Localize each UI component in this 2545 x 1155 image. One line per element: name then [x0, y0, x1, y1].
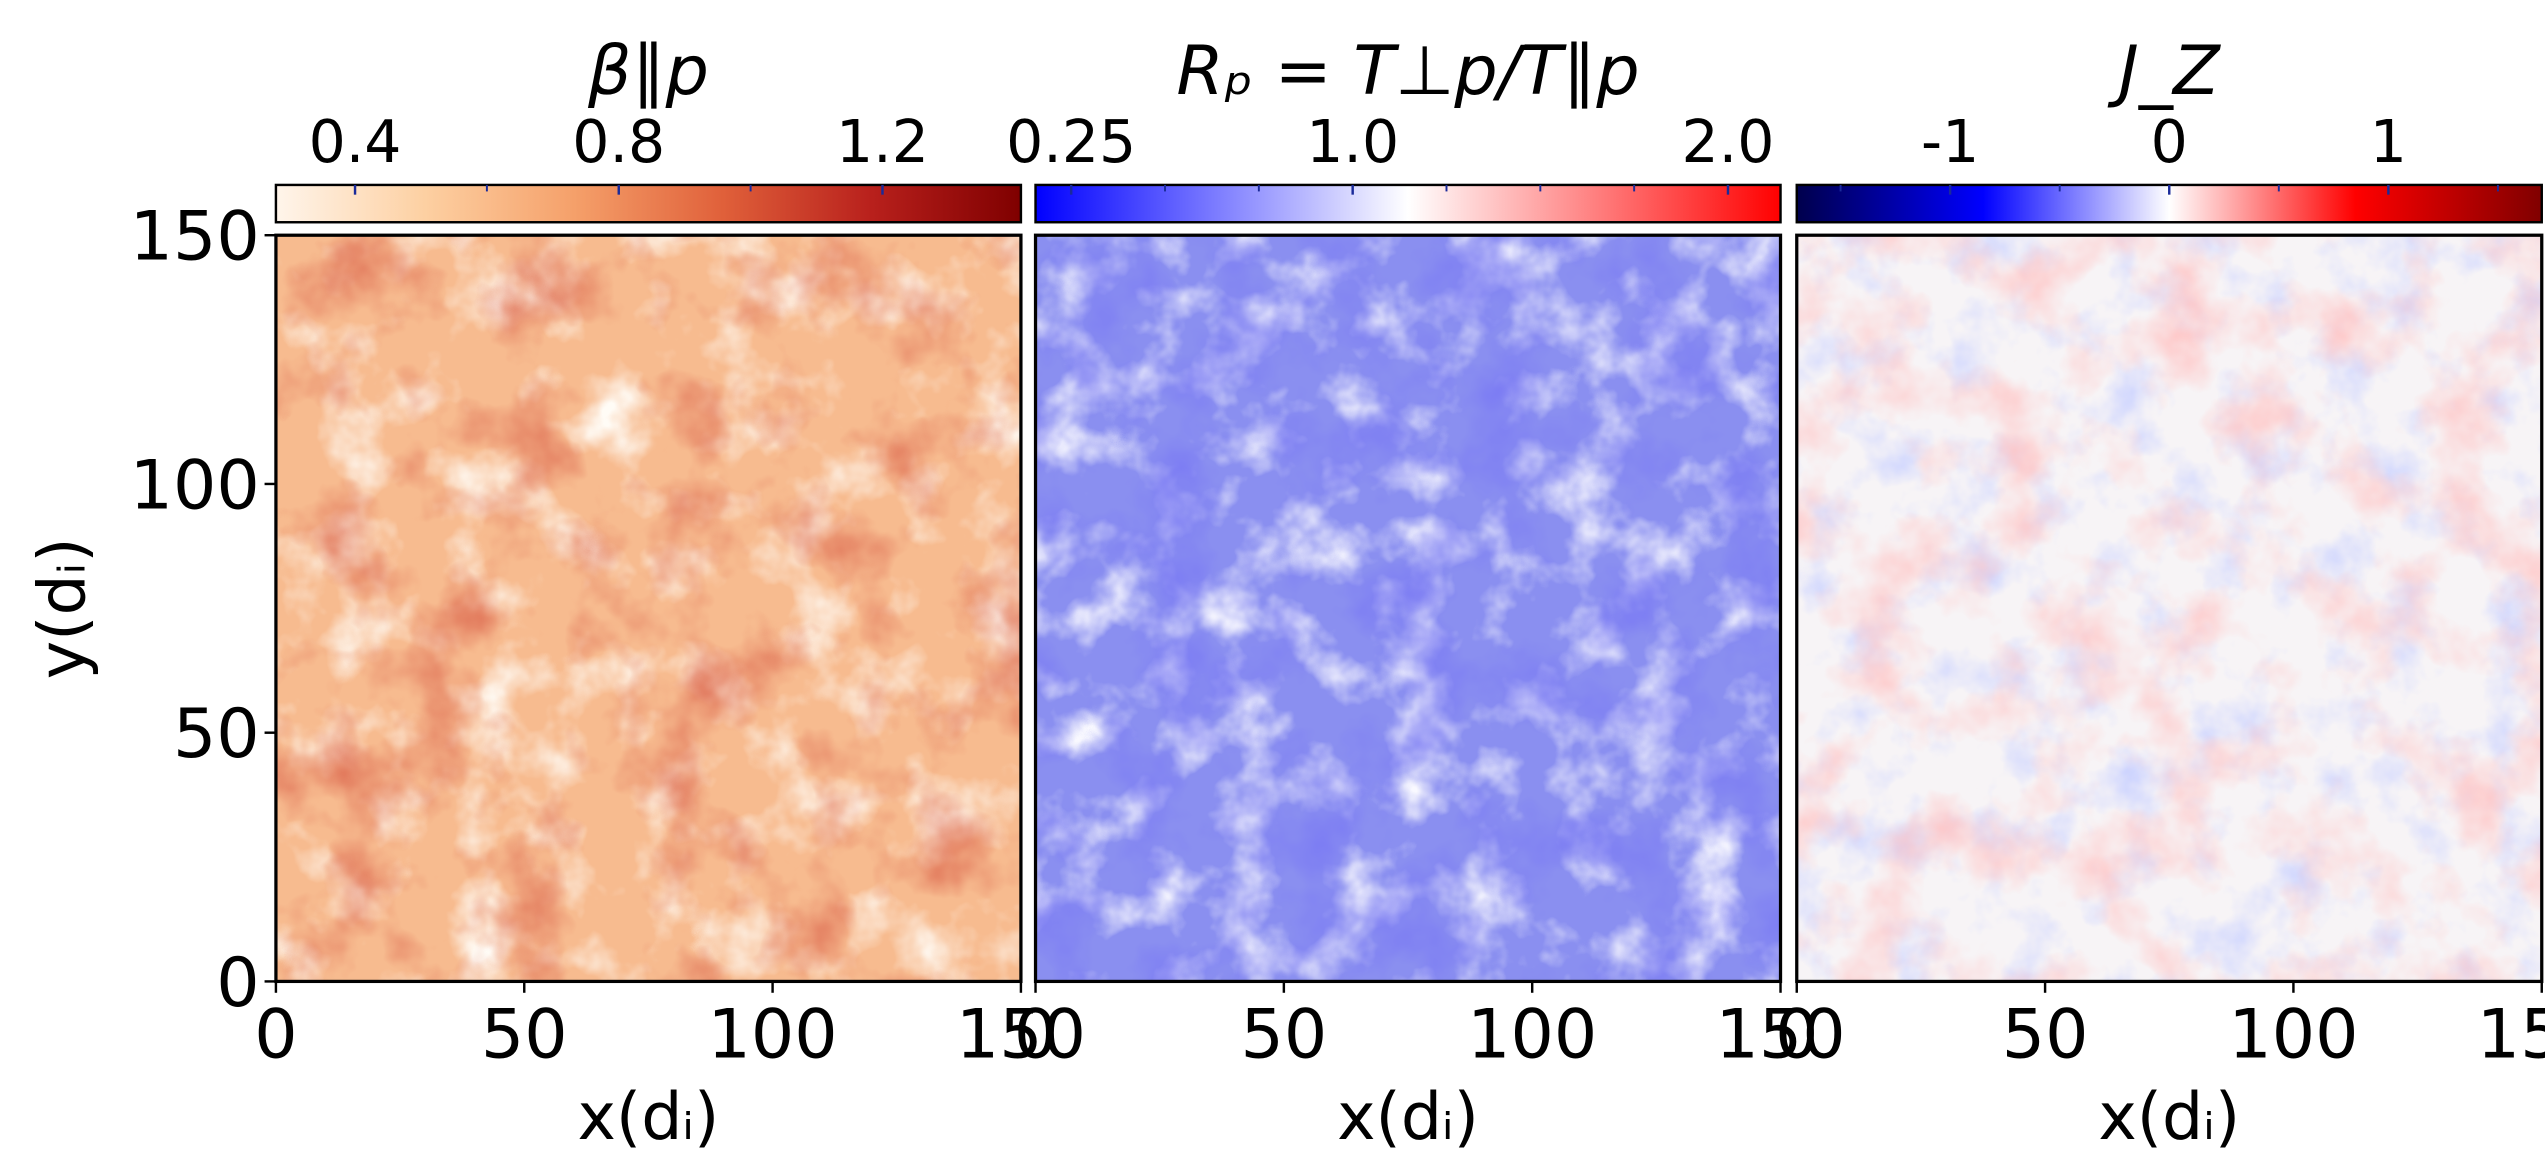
y-tick-label: 50 [173, 695, 260, 774]
x-tick-label: 100 [1467, 996, 1597, 1075]
x-tick-label: 0 [1775, 996, 1818, 1075]
x-tick-label: 150 [2477, 996, 2545, 1075]
colorbar-label: Rₚ = T⊥p/T∥p [1176, 32, 1639, 111]
colorbar-tick-label: -1 [1921, 108, 1979, 176]
colorbar [1034, 183, 1782, 224]
heatmap-texture [275, 235, 1021, 982]
y-tick-label: 150 [130, 198, 260, 277]
axes-frame [274, 233, 1023, 984]
y-tick-label: 100 [130, 446, 260, 525]
x-tick-label: 0 [254, 996, 297, 1075]
colorbar-tick-label: 2.0 [1682, 108, 1775, 176]
heatmap-texture [1796, 235, 2542, 982]
x-tick-label: 100 [2228, 996, 2358, 1075]
x-tick-label: 100 [708, 996, 838, 1075]
colorbar-tick-label: 1.2 [836, 108, 929, 176]
colorbar-tick-label: 0.4 [309, 108, 402, 176]
x-axis-label: x(dᵢ) [2098, 1080, 2240, 1155]
x-axis-label: x(dᵢ) [1337, 1080, 1479, 1155]
x-tick-label: 50 [2002, 996, 2089, 1075]
colorbar-label: J_Z [2107, 32, 2221, 111]
heatmap-texture [1035, 235, 1781, 982]
x-tick-label: 0 [1014, 996, 1057, 1075]
x-axis-label: x(dᵢ) [577, 1080, 719, 1155]
y-tick-label: 0 [216, 944, 259, 1023]
colorbar-tick-label: 1 [2370, 108, 2407, 176]
colorbar-tick-label: 0.8 [572, 108, 665, 176]
colorbar-tick-label: 0 [2151, 108, 2188, 176]
colorbar-tick-label: 0.25 [1006, 108, 1136, 176]
x-tick-label: 150 [1715, 996, 1845, 1075]
axes-frame [1033, 233, 1783, 984]
x-tick-label: 150 [956, 996, 1086, 1075]
y-axis-label: y(dᵢ) [25, 537, 100, 679]
colorbar-tick-label: 1.0 [1306, 108, 1399, 176]
x-tick-label: 50 [1240, 996, 1327, 1075]
axes-frame [1795, 233, 2544, 984]
x-tick-label: 50 [481, 996, 568, 1075]
colorbar-label: β∥p [587, 32, 709, 111]
colorbar [274, 183, 1023, 224]
